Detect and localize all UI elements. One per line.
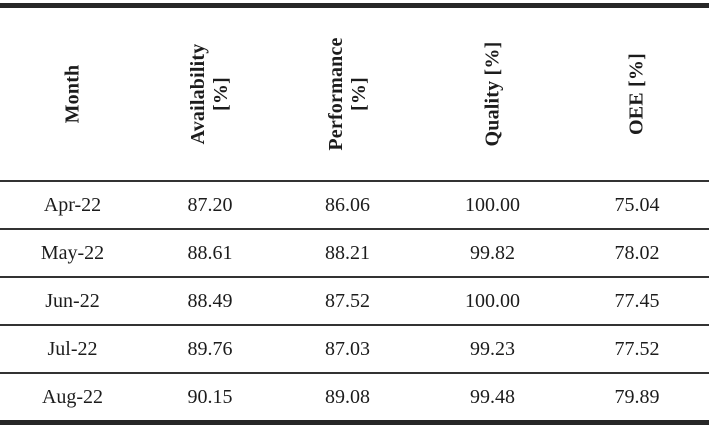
cell-quality: 99.23: [470, 337, 515, 360]
table-body: Apr-22 87.20 86.06 100.00 75.04 May-22 8…: [0, 181, 709, 423]
row-label-month: Jun-22: [45, 289, 100, 312]
cell-quality: 100.00: [465, 289, 520, 312]
cell-availability: 87.20: [187, 193, 233, 216]
cell-performance: 88.21: [325, 241, 370, 264]
column-header-performance: Performance [%]: [275, 6, 420, 182]
header-unit: [%]: [210, 77, 232, 111]
cell-oee: 79.89: [614, 385, 660, 408]
rotated-header-text: Availability [%]: [187, 10, 233, 178]
column-header-quality: Quality [%]: [420, 6, 565, 182]
cell-performance: 87.03: [325, 337, 370, 360]
table-header-row: Month Availability [%] Performance [%]: [0, 6, 709, 182]
cell-oee: 75.04: [614, 193, 660, 216]
cell-oee: 77.52: [614, 337, 660, 360]
header-label: Month: [61, 64, 83, 124]
column-header-oee: OEE [%]: [565, 6, 709, 182]
cell-performance: 87.52: [325, 289, 370, 312]
cell-availability: 90.15: [187, 385, 233, 408]
cell-performance: 86.06: [325, 193, 370, 216]
row-label-month: Apr-22: [43, 193, 102, 216]
row-label-month: May-22: [40, 241, 105, 264]
rotated-header-text: Performance [%]: [325, 10, 371, 178]
header-label: Quality [%]: [481, 41, 503, 147]
table-row: Jun-22 88.49 87.52 100.00 77.45: [0, 277, 709, 325]
header-label: Performance: [324, 37, 347, 151]
cell-availability: 89.76: [187, 337, 233, 360]
cell-quality: 99.48: [470, 385, 515, 408]
rotated-header-text: Month: [61, 10, 84, 178]
table-row: Jul-22 89.76 87.03 99.23 77.52: [0, 325, 709, 373]
column-header-availability: Availability [%]: [145, 6, 275, 182]
cell-performance: 89.08: [325, 385, 370, 408]
rotated-header-text: Quality [%]: [481, 10, 504, 178]
row-label-month: Aug-22: [41, 385, 104, 408]
cell-oee: 77.45: [614, 289, 660, 312]
cell-quality: 99.82: [470, 241, 515, 264]
oee-monthly-table: Month Availability [%] Performance [%]: [0, 3, 709, 425]
column-header-month: Month: [0, 6, 145, 182]
header-unit: [%]: [347, 77, 370, 111]
table-row: Apr-22 87.20 86.06 100.00 75.04: [0, 181, 709, 229]
cell-quality: 100.00: [465, 193, 520, 216]
rotated-header-text: OEE [%]: [626, 10, 649, 178]
header-label: Availability: [187, 43, 209, 145]
cell-oee: 78.02: [614, 241, 660, 264]
table-row: May-22 88.61 88.21 99.82 78.02: [0, 229, 709, 277]
header-label: OEE [%]: [625, 53, 648, 135]
table-row: Aug-22 90.15 89.08 99.48 79.89: [0, 373, 709, 423]
row-label-month: Jul-22: [47, 337, 98, 360]
cell-availability: 88.61: [187, 241, 233, 264]
cell-availability: 88.49: [187, 289, 233, 312]
